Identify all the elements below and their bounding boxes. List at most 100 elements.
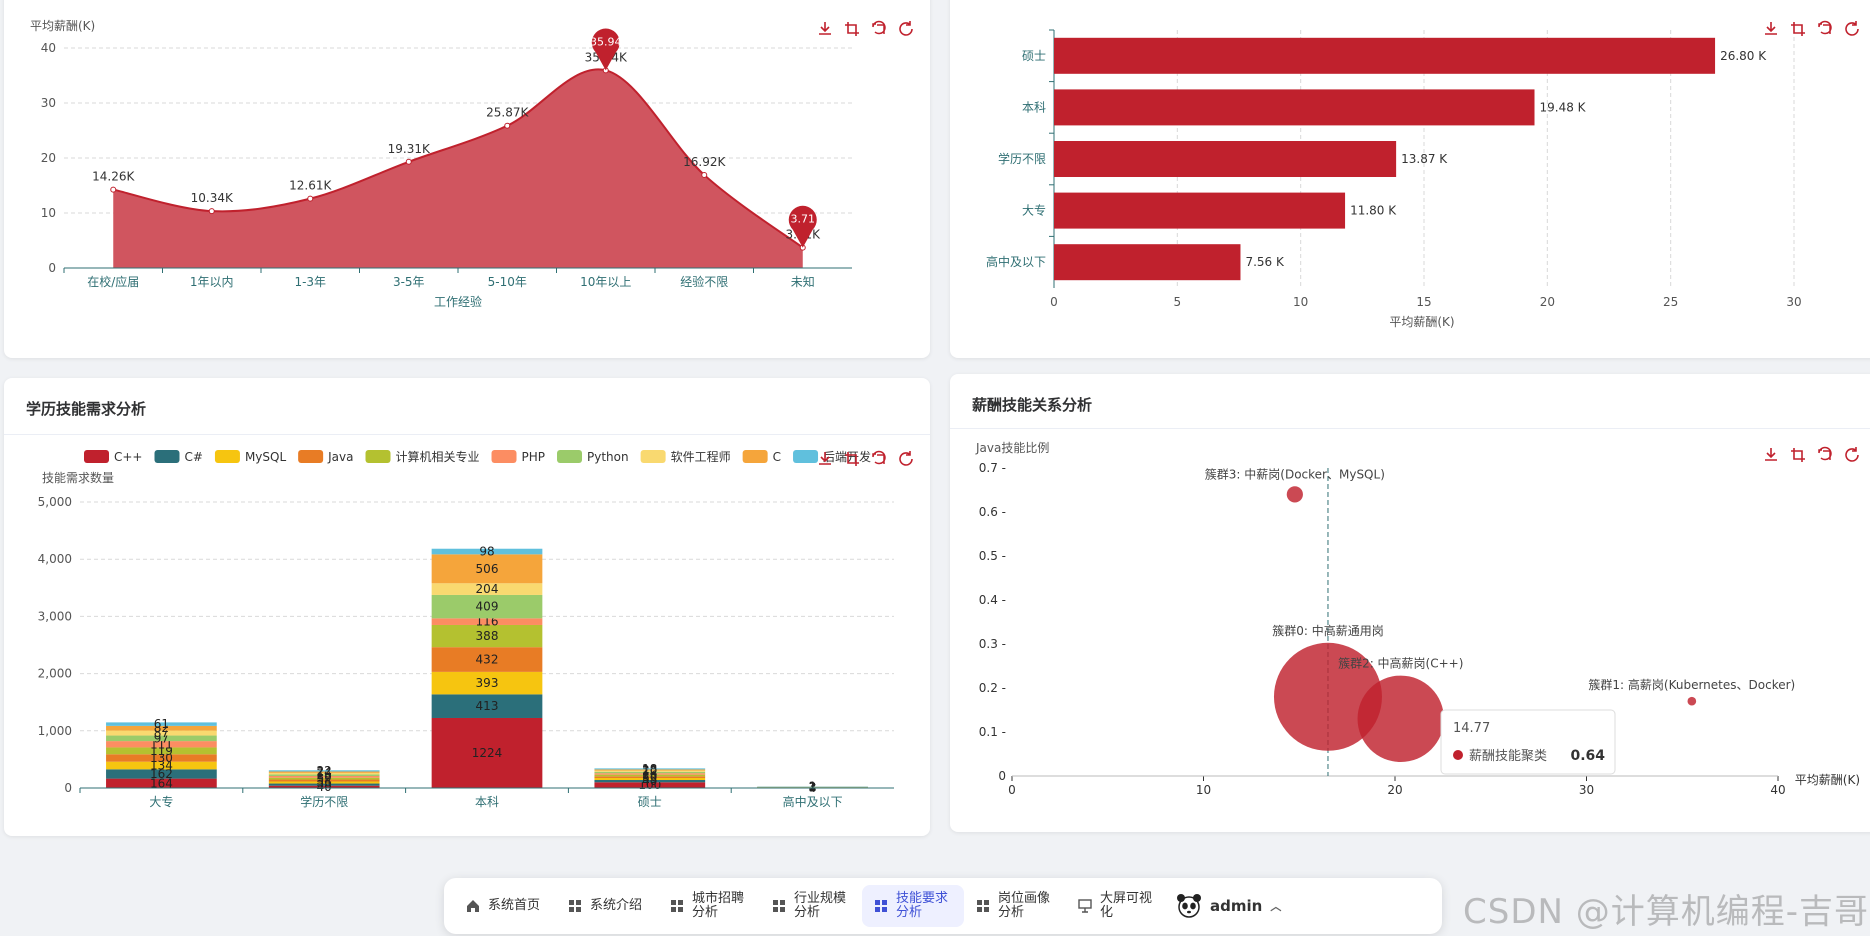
x-tick-label: 未知 bbox=[791, 275, 815, 289]
stack-segment bbox=[431, 583, 543, 595]
refresh-icon[interactable] bbox=[1843, 446, 1861, 464]
download-icon[interactable] bbox=[1762, 446, 1780, 464]
stack-segment bbox=[268, 779, 380, 782]
dock-item[interactable]: 技能要求分析 bbox=[862, 885, 964, 927]
refresh-icon[interactable] bbox=[1843, 20, 1861, 38]
scatter-toolbox bbox=[1762, 446, 1861, 464]
segment-value-label: 134 bbox=[150, 759, 173, 773]
x-tick-label: 30 bbox=[1786, 295, 1801, 309]
presentation-icon bbox=[1078, 899, 1092, 913]
download-icon[interactable] bbox=[1762, 20, 1780, 38]
restore-zoom-icon[interactable] bbox=[870, 450, 888, 468]
stack-segment bbox=[268, 770, 380, 772]
data-zoom-icon[interactable] bbox=[1789, 20, 1807, 38]
x-tick-label: 20 bbox=[1540, 295, 1555, 309]
dock-item[interactable]: 大屏可视化 bbox=[1066, 885, 1168, 927]
panda-avatar-icon bbox=[1177, 894, 1201, 918]
dock-item[interactable]: 系统介绍 bbox=[556, 885, 658, 927]
x-tick-label: 0 bbox=[1008, 783, 1016, 797]
x-tick-label: 在校/应届 bbox=[87, 274, 139, 289]
x-tick-label: 大专 bbox=[149, 794, 173, 809]
dock-item-label: 技能要求分析 bbox=[896, 891, 949, 920]
y-tick-label: 0.2 - bbox=[979, 681, 1006, 695]
card-title: 薪酬技能关系分析 bbox=[972, 396, 1093, 414]
legend-label: 后端开发 bbox=[823, 449, 871, 464]
skills-toolbox bbox=[816, 450, 915, 468]
bar bbox=[1054, 244, 1241, 281]
segment-value-label: 164 bbox=[150, 776, 173, 790]
y-tick-label: 3,000 bbox=[38, 609, 72, 623]
x-tick-label: 3-5年 bbox=[393, 275, 425, 289]
segment-value-label: 26 bbox=[317, 767, 332, 781]
data-zoom-icon[interactable] bbox=[843, 20, 861, 38]
data-point bbox=[701, 171, 708, 178]
data-point bbox=[504, 122, 511, 129]
grid-icon bbox=[772, 899, 786, 913]
x-tick-label: 10 bbox=[1293, 295, 1308, 309]
stack-segment bbox=[594, 769, 706, 771]
segment-value-label: 130 bbox=[150, 751, 173, 765]
restore-zoom-icon[interactable] bbox=[1816, 20, 1834, 38]
user-menu[interactable]: admin ︿ bbox=[1176, 893, 1281, 919]
y-tick-label: 0.7 - bbox=[979, 461, 1006, 475]
stack-segment bbox=[431, 618, 543, 625]
refresh-icon[interactable] bbox=[897, 450, 915, 468]
skills-demand-chart: C++ C# MySQL Java 计算机相关专业 PHP Python 软件工程师 C 后端开发… bbox=[38, 449, 894, 809]
y-tick-label: 40 bbox=[41, 41, 56, 55]
data-zoom-icon[interactable] bbox=[1789, 446, 1807, 464]
stack-segment bbox=[268, 783, 380, 786]
grid-icon bbox=[568, 899, 582, 913]
dock-item[interactable]: 行业规模分析 bbox=[760, 885, 862, 927]
grid-icon bbox=[976, 899, 990, 913]
dock-item[interactable]: 岗位画像分析 bbox=[964, 885, 1066, 927]
stack-segment bbox=[106, 735, 217, 742]
legend-swatch bbox=[298, 450, 324, 463]
stack-segment bbox=[431, 594, 543, 619]
x-tick-label: 5 bbox=[1174, 295, 1182, 309]
segment-value-label: 18 bbox=[642, 762, 657, 776]
experience-salary-card: 平均薪酬(K) 0 10 20 30 40 14.26K 在校/应届 10.34K 1年以内 12.… bbox=[4, 0, 930, 358]
dock-item[interactable]: 系统首页 bbox=[454, 885, 556, 927]
bar-value-label: 13.87 K bbox=[1401, 152, 1448, 166]
download-icon[interactable] bbox=[816, 450, 834, 468]
stack-segment bbox=[431, 717, 543, 788]
segment-value-label: 393 bbox=[476, 676, 499, 690]
segment-value-label: 61 bbox=[154, 717, 169, 731]
bar bbox=[1054, 141, 1397, 177]
stack-segment bbox=[431, 548, 543, 555]
x-tick-label: 10 bbox=[1196, 783, 1211, 797]
legend-label: C# bbox=[185, 450, 203, 464]
segment-value-label: 98 bbox=[479, 545, 494, 559]
x-tick-label: 经验不限 bbox=[680, 274, 728, 289]
dock-item-label: 系统介绍 bbox=[590, 898, 643, 913]
restore-zoom-icon[interactable] bbox=[870, 20, 888, 38]
y-tick-label: 高中及以下 bbox=[986, 254, 1046, 269]
stack-segment bbox=[106, 725, 217, 731]
legend-label: C++ bbox=[114, 450, 143, 464]
legend-label: PHP bbox=[522, 450, 546, 464]
x-axis-label: 平均薪酬(K) bbox=[1795, 773, 1860, 787]
data-zoom-icon[interactable] bbox=[843, 450, 861, 468]
dock-item[interactable]: 城市招聘分析 bbox=[658, 885, 760, 927]
stack-segment bbox=[594, 777, 706, 780]
segment-value-label: 20 bbox=[642, 763, 657, 777]
x-tick-label: 25 bbox=[1663, 295, 1678, 309]
data-point bbox=[307, 195, 314, 202]
legend-swatch bbox=[742, 450, 768, 463]
legend-swatch bbox=[793, 450, 819, 463]
area-fill bbox=[113, 69, 803, 269]
y-tick-label: 硕士 bbox=[1022, 49, 1046, 63]
pin-label: 35.94 bbox=[590, 35, 622, 48]
stack-segment bbox=[268, 777, 380, 780]
x-tick-label: 5-10年 bbox=[488, 275, 527, 289]
segment-value-label: 388 bbox=[476, 629, 499, 643]
stack-segment bbox=[431, 624, 543, 648]
y-tick-label: 30 bbox=[41, 96, 56, 110]
refresh-icon[interactable] bbox=[897, 20, 915, 38]
data-point bbox=[110, 186, 117, 193]
download-icon[interactable] bbox=[816, 20, 834, 38]
stack-segment bbox=[594, 768, 706, 770]
stack-segment bbox=[268, 774, 380, 776]
restore-zoom-icon[interactable] bbox=[1816, 446, 1834, 464]
x-tick-label: 硕士 bbox=[638, 795, 662, 809]
